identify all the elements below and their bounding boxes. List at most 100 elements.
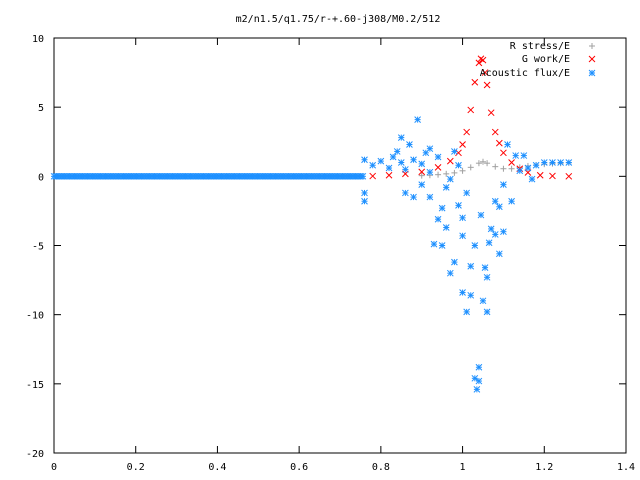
legend-label-2: Acoustic flux/E [480,68,570,79]
legend-marker-0 [589,43,595,49]
acoustic-flux-marker [446,175,454,183]
g-work-marker [565,172,573,180]
acoustic-flux-marker [495,250,503,258]
acoustic-flux-marker [532,161,540,169]
r-stress-marker [418,172,425,179]
acoustic-flux-marker [540,159,548,166]
x-tick-label: 1.4 [617,462,635,473]
acoustic-flux-marker [479,297,487,305]
x-tick-label: 0.2 [127,462,145,473]
acoustic-flux-marker [369,161,377,169]
acoustic-flux-marker [491,231,499,238]
g-work-marker [508,159,515,166]
r-stress-marker [443,170,450,177]
acoustic-flux-zero-band [50,172,367,180]
g-work-marker [483,81,491,89]
acoustic-flux-marker [422,149,430,157]
acoustic-flux-marker [451,148,458,155]
y-tick-label: 10 [32,34,44,45]
acoustic-flux-marker [504,141,511,148]
acoustic-flux-marker [467,291,475,299]
legend-label-0: R stress/E [510,41,570,52]
legend-label-1: G work/E [522,54,570,65]
acoustic-flux-marker [565,159,573,166]
r-stress-marker [500,165,507,172]
acoustic-flux-marker [414,116,421,123]
acoustic-flux-marker [477,211,485,219]
acoustic-flux-marker [557,159,564,166]
g-work-marker [495,139,503,147]
acoustic-flux-marker [430,240,438,248]
r-stress-marker [467,164,474,171]
y-tick-label: -10 [26,311,44,322]
acoustic-flux-marker [459,289,466,296]
legend-layer: R stress/E G work/E Acoustic flux/E [480,41,596,79]
g-work-marker [487,109,495,117]
g-work-marker [491,128,499,136]
acoustic-flux-marker [500,181,507,188]
legend-marker-1 [588,55,596,63]
acoustic-flux-marker [508,197,515,205]
acoustic-flux-marker [389,153,397,161]
ticks-layer: 0 0.2 0.4 0.6 0.8 1 1.2 1.4 -20 -15 -10 -5 0 5 10 [26,34,635,473]
x-tick-label: 1 [460,462,466,473]
legend-marker-2 [588,69,596,77]
acoustic-flux-marker [473,386,481,393]
acoustic-flux-marker [483,273,491,281]
acoustic-flux-marker [495,203,503,211]
g-work-marker [459,141,466,148]
g-work-marker [481,69,489,76]
acoustic-flux-marker [487,225,495,233]
r-stress-marker [480,158,486,165]
acoustic-flux-marker [500,228,507,236]
g-work-marker [549,172,556,180]
y-tick-label: -5 [32,242,44,253]
r-stress-marker [459,167,466,174]
acoustic-flux-marker [393,148,401,155]
y-tick-label: 5 [38,103,44,114]
plot-frame [53,37,627,454]
acoustic-flux-marker [442,184,450,191]
acoustic-flux-marker [361,189,368,197]
acoustic-flux-marker [426,145,434,153]
g-work-marker [475,59,483,67]
acoustic-flux-marker [377,157,385,165]
acoustic-flux-marker [485,239,493,247]
acoustic-flux-marker [471,374,479,382]
acoustic-flux-marker [442,224,450,231]
series-1 [369,55,573,180]
acoustic-flux-marker [418,160,426,168]
y-tick-label: -20 [26,449,44,460]
acoustic-flux-marker [410,156,417,164]
r-stress-marker [508,165,515,172]
x-tick-label: 0.4 [208,462,226,473]
g-work-marker [434,163,442,171]
g-work-marker [418,168,426,176]
acoustic-flux-marker [463,189,471,197]
acoustic-flux-marker [438,204,446,212]
acoustic-flux-marker [406,141,413,148]
acoustic-flux-marker [455,161,462,169]
series-0 [418,158,572,179]
r-stress-marker [435,171,442,178]
y-tick-label: 0 [38,172,44,183]
g-work-marker [463,128,471,136]
y-tick-label: -15 [26,380,44,391]
acoustic-flux-marker [491,197,499,205]
acoustic-flux-marker [438,242,446,249]
acoustic-flux-marker [524,164,532,172]
acoustic-flux-marker [455,202,462,209]
acoustic-flux-marker [463,308,471,316]
g-work-marker [536,171,544,179]
g-work-marker [369,172,377,180]
x-tick-label: 0 [51,462,57,473]
acoustic-flux-marker [410,193,417,201]
acoustic-flux-marker [361,156,368,164]
acoustic-flux-marker [481,264,489,271]
acoustic-flux-marker [520,152,528,159]
acoustic-flux-marker [459,214,466,222]
acoustic-flux-marker [418,181,426,188]
acoustic-flux-marker [434,215,442,223]
